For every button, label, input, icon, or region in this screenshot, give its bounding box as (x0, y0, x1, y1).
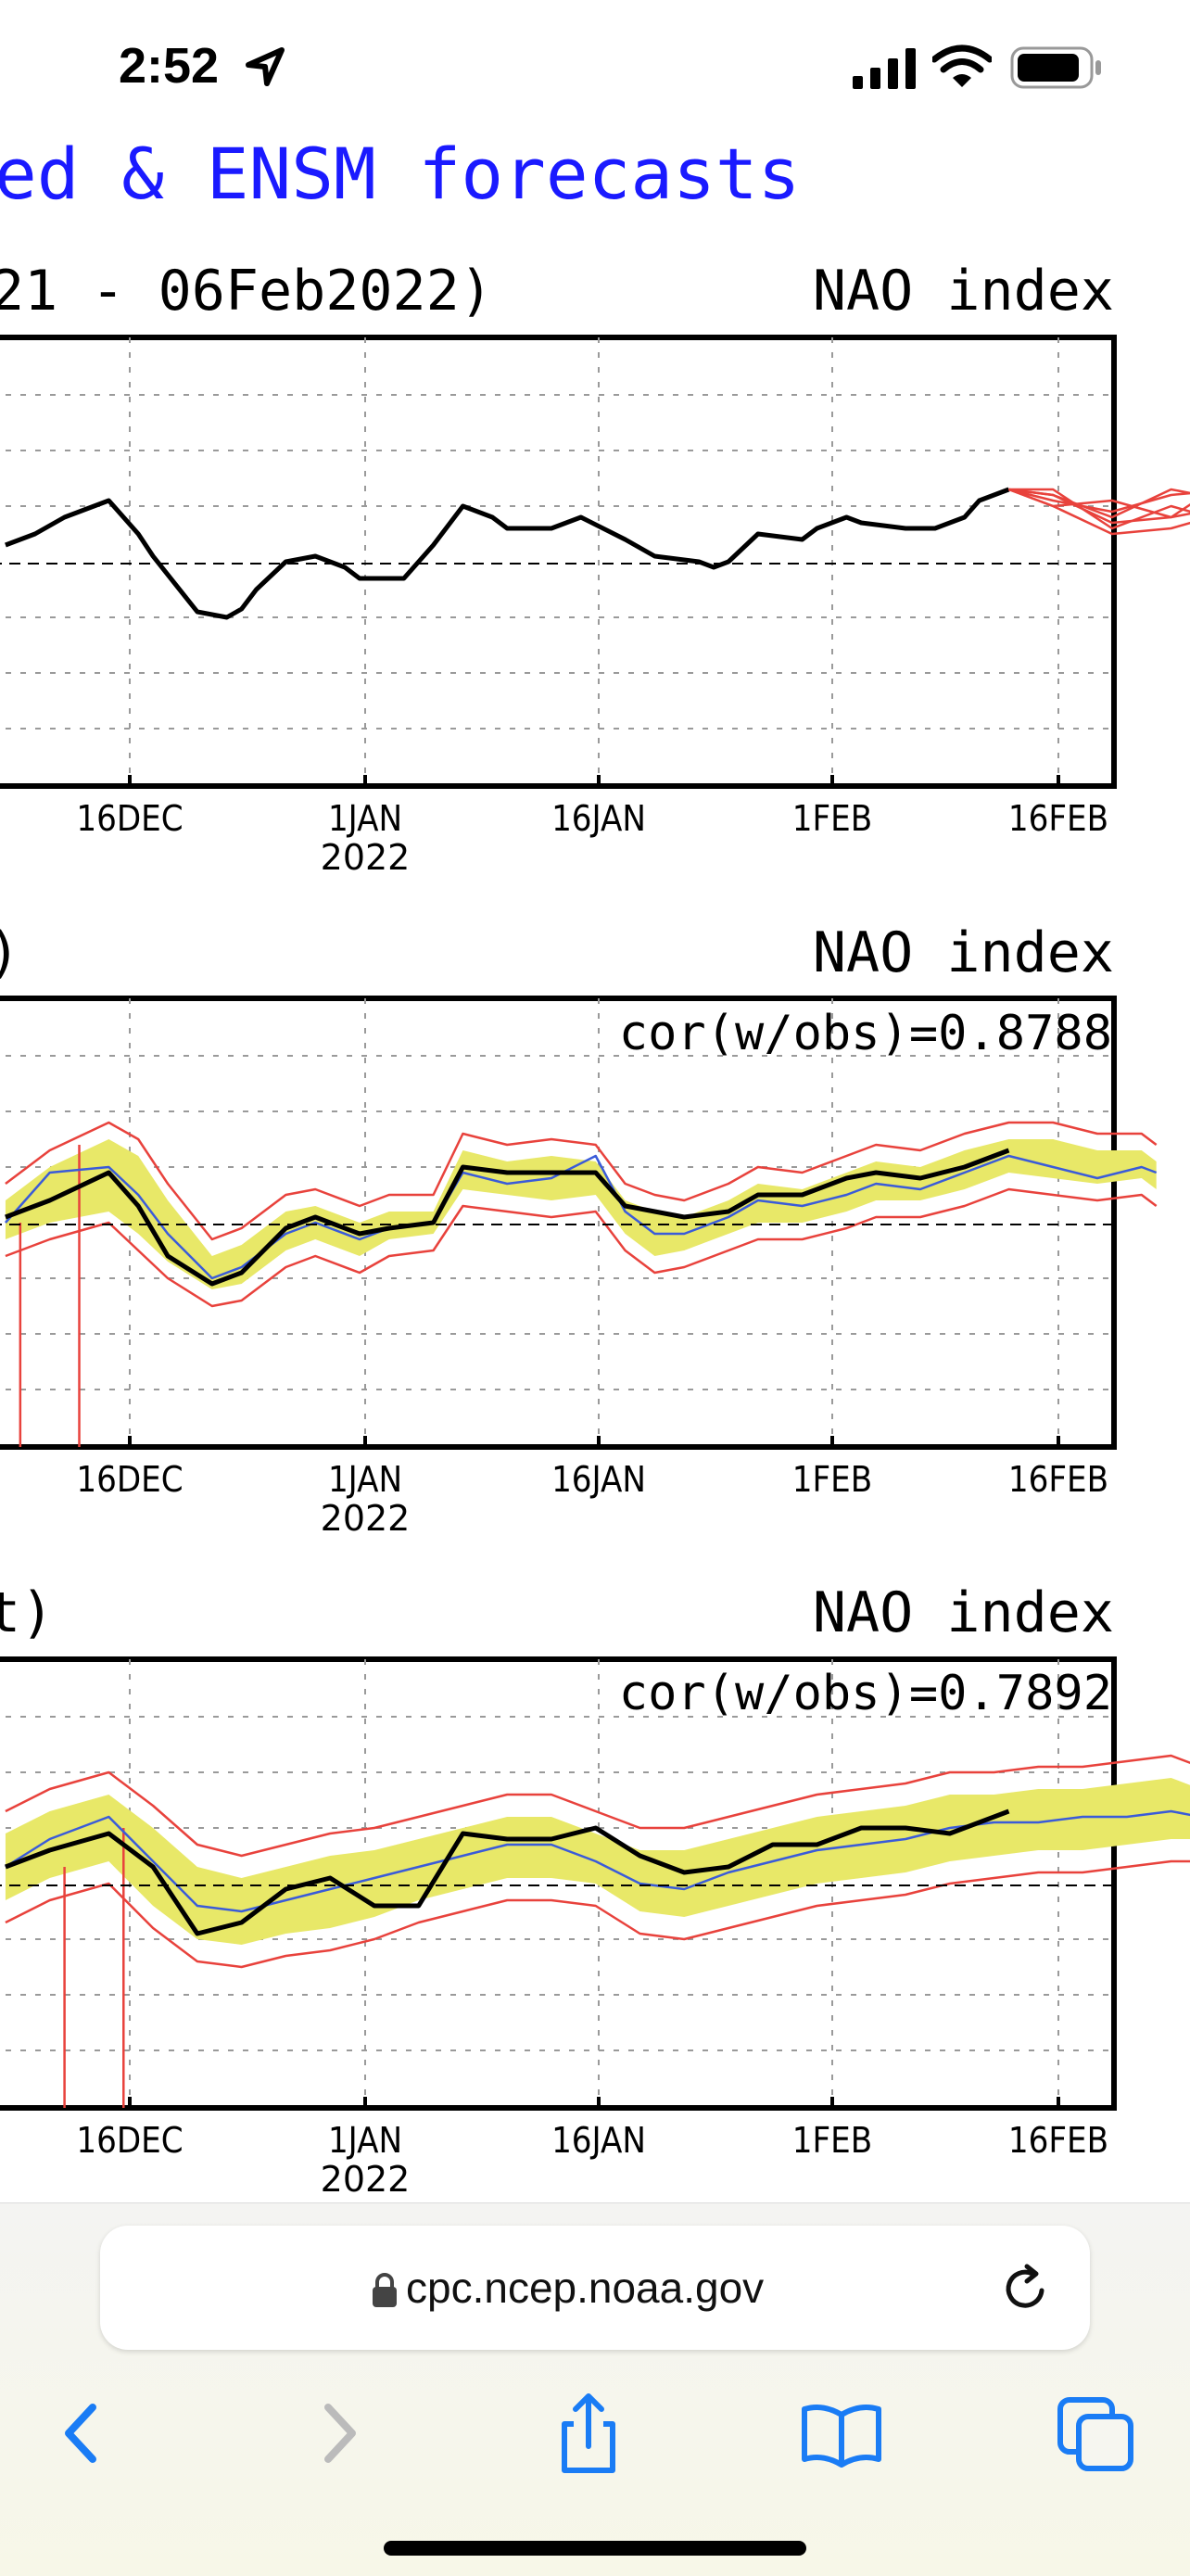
x-tick-label: 1FEB (792, 1459, 872, 1500)
series-line (5, 1859, 1190, 1969)
series-line (5, 1121, 1158, 1241)
x-tick-label: 1FEB (792, 2120, 872, 2161)
x-tick-year-label: 2022 (321, 1498, 411, 1539)
series-line (1008, 488, 1190, 519)
x-tick-label: 16DEC (76, 1459, 183, 1500)
x-tick-label: 16JAN (551, 798, 646, 839)
x-tick-year-label: 2022 (321, 837, 411, 878)
chart-spread-band (5, 1139, 1157, 1289)
bookmarks-icon[interactable] (795, 2387, 888, 2480)
series-line (5, 1808, 1010, 1936)
x-tick-label: 16FEB (1008, 798, 1108, 839)
chart-frame (0, 335, 1117, 789)
nao-forecast-charts: ed & ENSM forecasts 21 - 06Feb2022) NAO … (0, 133, 1190, 2200)
chart-frame (0, 996, 1117, 1450)
location-arrow-icon (246, 47, 285, 86)
series-line (1008, 488, 1190, 519)
cellular-signal-icon (853, 48, 916, 89)
chart-x-ticks: 16DEC 1JAN 16JAN 1FEB 16FEB 2022 (76, 775, 1108, 878)
address-bar[interactable]: cpc.ncep.noaa.gov (100, 2226, 1090, 2350)
x-tick-label: 16JAN (551, 2120, 646, 2161)
spread-band (5, 1139, 1157, 1289)
url-text[interactable]: cpc.ncep.noaa.gov (406, 2264, 765, 2312)
chart-index-label: NAO index (813, 1580, 1114, 1645)
chart-index-label: NAO index (813, 259, 1114, 324)
battery-icon (1010, 46, 1101, 89)
chart-series (5, 487, 1190, 620)
series-line (5, 487, 1010, 620)
page-title: ed & ENSM forecasts (0, 133, 800, 215)
x-tick-label: 16DEC (76, 2120, 183, 2161)
chart-series (5, 1754, 1190, 2108)
wifi-icon (932, 44, 992, 87)
series-line (5, 1754, 1190, 1858)
chart-title: t) (0, 1580, 54, 1645)
series-line (5, 1187, 1158, 1308)
chart-ensemble-forecast: 21 - 06Feb2022) NAO index 16DEC 1JAN 16JAN… (0, 259, 1190, 878)
x-tick-label: 1JAN (328, 1459, 402, 1500)
x-tick-label: 16JAN (551, 1459, 646, 1500)
x-tick-label: 16DEC (76, 798, 183, 839)
chart-x-ticks: 16DEC 1JAN 16JAN 1FEB 16FEB 2022 (76, 1436, 1108, 1539)
web-page-content: ed & ENSM forecasts 21 - 06Feb2022) NAO … (0, 130, 1190, 2202)
chart-title: 21 - 06Feb2022) (0, 259, 493, 324)
chart-index-label: NAO index (813, 920, 1114, 985)
x-tick-label: 16FEB (1008, 1459, 1108, 1500)
correlation-annotation: cor(w/obs)=0.7892 (619, 1666, 1112, 1721)
x-tick-label: 1JAN (328, 2120, 402, 2161)
x-tick-label: 1FEB (792, 798, 872, 839)
chart-bias-corrected: ) NAO index cor(w/obs)=0.8788 16DEC1JAN1… (0, 920, 1158, 1539)
status-bar: 2:52 (0, 0, 1190, 130)
series-line (5, 1809, 1190, 1913)
x-tick-label: 16FEB (1008, 2120, 1108, 2161)
status-time: 2:52 (119, 38, 220, 94)
forward-icon[interactable] (293, 2387, 386, 2480)
browser-toolbar: cpc.ncep.noaa.gov (0, 2202, 1190, 2576)
chart-ensemble-mean: t) NAO index cor(w/obs)=0.7892 16DEC 1JAN… (0, 1580, 1190, 2200)
series-line (1008, 488, 1190, 530)
chart-grid (0, 337, 1114, 786)
correlation-annotation: cor(w/obs)=0.8788 (619, 1006, 1112, 1061)
x-tick-label: 1JAN (328, 798, 402, 839)
chart-x-ticks: 16DEC 1JAN 16JAN 1FEB 16FEB 2022 (76, 2097, 1108, 2200)
back-icon[interactable] (35, 2387, 128, 2480)
series-line (4, 1154, 1158, 1280)
share-icon[interactable] (542, 2387, 635, 2480)
chart-frame (0, 1656, 1117, 2111)
x-tick-year-label: 2022 (321, 2159, 411, 2200)
lock-icon (373, 2273, 397, 2307)
chart-series (4, 1121, 1158, 1447)
home-indicator (384, 2541, 806, 2556)
reload-icon[interactable] (1001, 2263, 1051, 2313)
tabs-icon[interactable] (1051, 2387, 1144, 2480)
chart-title: ) (0, 920, 20, 985)
series-line (5, 1148, 1010, 1287)
